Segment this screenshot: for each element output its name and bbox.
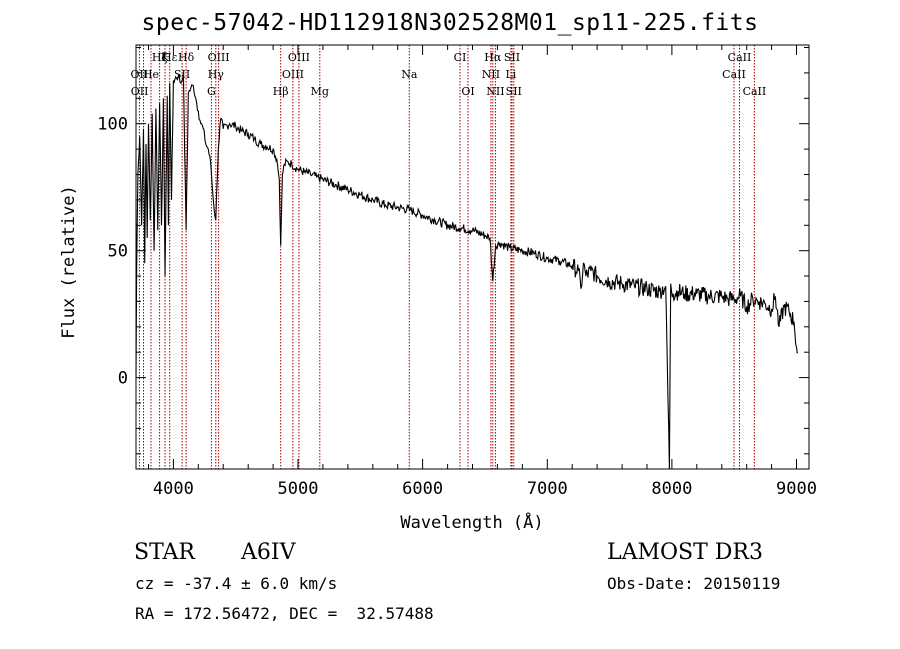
x-axis-label: Wavelength (Å) xyxy=(400,511,543,533)
line-label-21: Hβ xyxy=(273,85,289,98)
line-label-2: K xyxy=(161,51,170,64)
line-label-3: Hδ xyxy=(178,51,195,64)
line-label-17: Li xyxy=(505,68,516,81)
flux-series-line xyxy=(135,72,799,470)
x-tick-label: 6000 xyxy=(402,479,443,499)
line-label-7: Hα xyxy=(484,51,502,64)
line-label-25: SII xyxy=(506,85,522,98)
y-tick-label: 0 xyxy=(118,369,128,389)
line-label-4: OIII xyxy=(208,51,230,64)
line-label-16: NII xyxy=(482,68,500,81)
chart-title: spec-57042-HD112918N302528M01_sp11-225.f… xyxy=(141,10,759,36)
line-label-0: Hζ xyxy=(152,51,168,64)
y-tick-label: 100 xyxy=(97,115,128,135)
line-label-9: CaII xyxy=(728,51,752,64)
line-label-13: Hγ xyxy=(208,68,225,81)
line-label-22: Mg xyxy=(311,85,329,98)
y-tick-label: 50 xyxy=(108,242,128,262)
y-axis-ticks: 0 50 100 xyxy=(97,47,809,455)
x-tick-label: 4000 xyxy=(153,479,194,499)
line-label-20: G xyxy=(207,85,216,98)
line-label-18: CaII xyxy=(722,68,746,81)
survey-name: LAMOST DR3 xyxy=(607,540,763,565)
line-label-8: SII xyxy=(504,51,520,64)
y-axis-label: Flux (relative) xyxy=(59,185,79,339)
object-class: STAR xyxy=(134,540,195,565)
x-tick-label: 9000 xyxy=(776,479,817,499)
x-axis-ticks: 4000 5000 6000 7000 8000 9000 xyxy=(148,45,817,499)
plot-frame xyxy=(135,44,810,470)
x-tick-label: 7000 xyxy=(527,479,568,499)
line-label-26: CaII xyxy=(743,85,767,98)
line-label-23: OI xyxy=(461,85,474,98)
line-label-24: NII xyxy=(486,85,504,98)
line-label-19: OII xyxy=(131,85,149,98)
line-marker-group xyxy=(138,45,755,469)
line-label-15: Na xyxy=(401,68,418,81)
x-tick-label: 5000 xyxy=(278,479,319,499)
observation-date: Obs-Date: 20150119 xyxy=(607,574,781,593)
x-tick-label: 8000 xyxy=(651,479,692,499)
object-subclass: A6IV xyxy=(241,540,296,565)
coordinates: RA = 172.56472, DEC = 32.57488 xyxy=(135,604,434,623)
line-label-11: He xyxy=(143,68,159,81)
line-label-6: CI xyxy=(454,51,467,64)
line-label-14: OIII xyxy=(282,68,304,81)
redshift-cz: cz = -37.4 ± 6.0 km/s xyxy=(135,574,338,593)
line-label-5: OIII xyxy=(288,51,310,64)
line-label-10: OII xyxy=(131,68,149,81)
